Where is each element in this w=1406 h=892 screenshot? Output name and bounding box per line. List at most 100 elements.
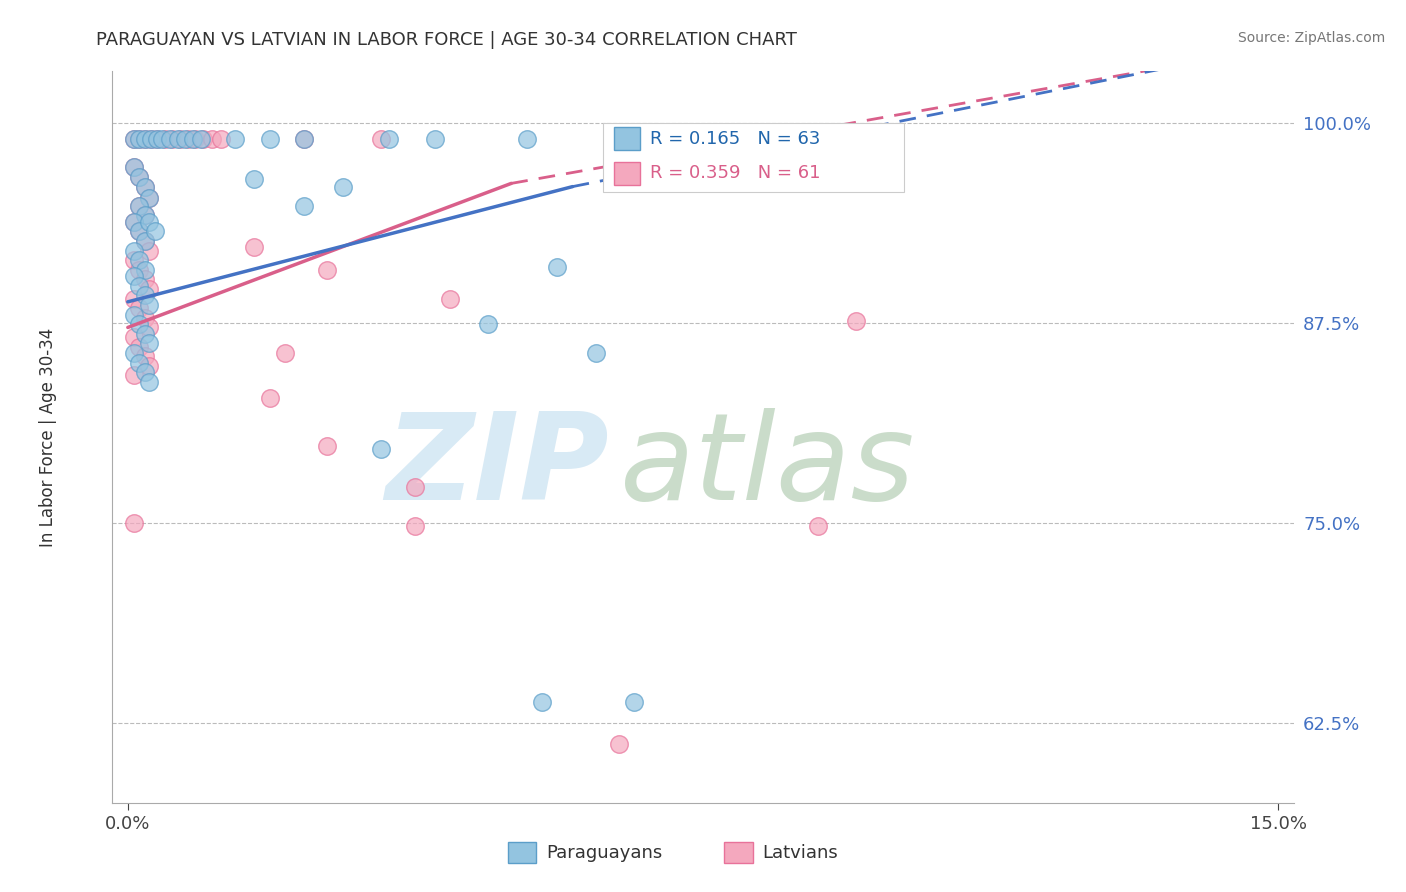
Point [134, 310, 156, 325]
Point [122, 308, 145, 322]
Point [243, 171, 266, 186]
Point [122, 368, 145, 383]
Point [370, 131, 392, 145]
Text: atlas: atlas [620, 408, 915, 524]
Text: Source: ZipAtlas.com: Source: ZipAtlas.com [1237, 31, 1385, 45]
Point [134, 208, 156, 222]
Text: R = 0.359   N = 61: R = 0.359 N = 61 [650, 164, 820, 182]
Point [138, 215, 160, 229]
Point [146, 131, 169, 145]
Point [274, 346, 297, 360]
Point [516, 131, 538, 145]
Point [169, 131, 191, 145]
Point [139, 131, 162, 145]
Point [128, 262, 150, 277]
Point [122, 292, 145, 306]
Point [128, 340, 150, 354]
Point [138, 191, 160, 205]
Point [404, 519, 426, 533]
Point [150, 131, 173, 145]
Point [607, 737, 630, 751]
Point [122, 269, 145, 284]
Point [134, 349, 156, 363]
Point [138, 298, 160, 312]
Point [134, 288, 156, 302]
Point [122, 346, 145, 360]
Point [439, 292, 461, 306]
Point [128, 253, 150, 268]
Point [623, 695, 645, 709]
Point [128, 278, 150, 293]
Point [377, 131, 399, 145]
Point [128, 199, 150, 213]
Point [224, 131, 246, 145]
Point [134, 365, 156, 379]
Point [477, 318, 499, 332]
Point [191, 131, 214, 145]
FancyBboxPatch shape [614, 161, 640, 186]
Point [128, 224, 150, 238]
Point [259, 391, 281, 405]
Point [585, 346, 607, 360]
Point [128, 224, 150, 238]
Point [138, 359, 160, 373]
Point [138, 191, 160, 205]
Point [122, 131, 145, 145]
Point [134, 131, 156, 145]
Point [128, 169, 150, 184]
Text: Latvians: Latvians [762, 844, 838, 862]
Point [122, 131, 145, 145]
Point [162, 131, 184, 145]
Text: Paraguayans: Paraguayans [546, 844, 662, 862]
Point [143, 224, 166, 238]
Point [122, 253, 145, 268]
Text: R = 0.165   N = 63: R = 0.165 N = 63 [650, 129, 820, 148]
Point [138, 320, 160, 334]
Point [128, 356, 150, 370]
Point [292, 131, 315, 145]
Point [122, 161, 145, 175]
FancyBboxPatch shape [508, 842, 537, 863]
Text: PARAGUAYAN VS LATVIAN IN LABOR FORCE | AGE 30-34 CORRELATION CHART: PARAGUAYAN VS LATVIAN IN LABOR FORCE | A… [96, 31, 796, 49]
Point [423, 131, 446, 145]
Point [128, 131, 150, 145]
Point [138, 375, 160, 389]
Point [134, 326, 156, 341]
Point [122, 215, 145, 229]
Point [122, 244, 145, 258]
Point [166, 131, 188, 145]
Point [134, 208, 156, 222]
Point [316, 262, 339, 277]
Point [530, 695, 553, 709]
Point [181, 131, 204, 145]
Point [146, 131, 169, 145]
Point [134, 179, 156, 194]
Text: In Labor Force | Age 30-34: In Labor Force | Age 30-34 [38, 327, 56, 547]
Point [134, 272, 156, 286]
Point [209, 131, 232, 145]
Point [159, 131, 181, 145]
Point [128, 318, 150, 332]
Point [845, 314, 868, 328]
Point [292, 199, 315, 213]
Point [122, 516, 145, 530]
Point [243, 240, 266, 254]
Point [138, 336, 160, 351]
Point [332, 179, 354, 194]
Point [128, 199, 150, 213]
Text: ZIP: ZIP [385, 408, 609, 524]
Point [153, 131, 176, 145]
Point [122, 215, 145, 229]
Point [134, 234, 156, 248]
Point [134, 179, 156, 194]
Point [128, 131, 150, 145]
Point [138, 282, 160, 296]
Point [184, 131, 207, 145]
Point [807, 131, 830, 145]
Point [122, 161, 145, 175]
FancyBboxPatch shape [603, 122, 904, 192]
Point [316, 439, 339, 453]
Point [404, 481, 426, 495]
FancyBboxPatch shape [724, 842, 752, 863]
Point [128, 169, 150, 184]
